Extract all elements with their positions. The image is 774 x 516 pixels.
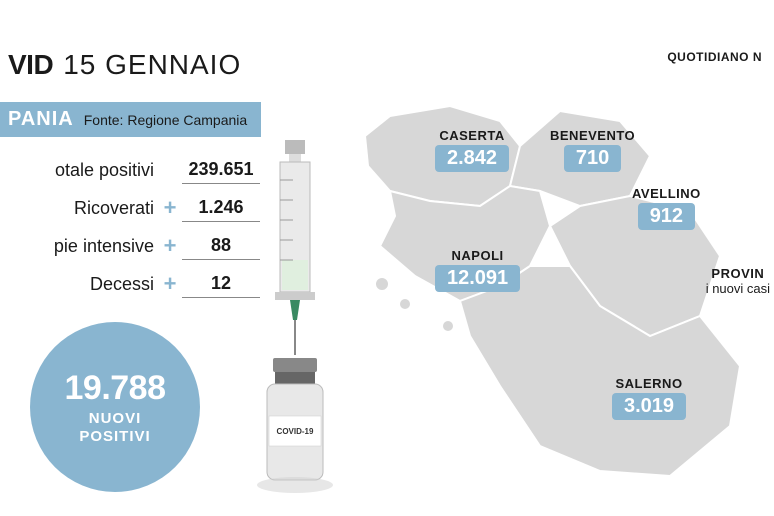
- stats-table: otale positivi + 239.651 Ricoverati + 1.…: [0, 154, 260, 306]
- provinces-side-label: PROVIN i nuovi casi: [706, 266, 770, 296]
- province-name: AVELLINO: [632, 186, 701, 201]
- province-value: 12.091: [435, 265, 520, 292]
- stat-row: Decessi + 12: [0, 268, 260, 300]
- svg-text:COVID-19: COVID-19: [277, 427, 314, 436]
- vaccine-icon: COVID-19: [245, 140, 345, 500]
- stat-row: otale positivi + 239.651: [0, 154, 260, 186]
- province-name: CASERTA: [435, 128, 509, 143]
- province-benevento: BENEVENTO 710: [550, 128, 635, 172]
- province-value: 710: [564, 145, 621, 172]
- stat-plus: +: [162, 233, 178, 259]
- province-name: BENEVENTO: [550, 128, 635, 143]
- stat-plus: +: [162, 195, 178, 221]
- brand-label: QUOTIDIANO N: [667, 50, 762, 64]
- stat-plus: +: [162, 271, 178, 297]
- subheader-bar: PANIA Fonte: Regione Campania: [0, 102, 261, 137]
- header-prefix: VID: [8, 49, 53, 81]
- stat-row: pie intensive + 88: [0, 230, 260, 262]
- stat-label: pie intensive: [0, 236, 162, 257]
- header-date: 15 GENNAIO: [63, 49, 241, 81]
- stat-label: otale positivi: [0, 160, 162, 181]
- stat-label: Ricoverati: [0, 198, 162, 219]
- province-name: SALERNO: [612, 376, 686, 391]
- side-label-sub: i nuovi casi: [706, 281, 770, 296]
- circle-label: NUOVI POSITIVI: [79, 410, 150, 445]
- province-value: 3.019: [612, 393, 686, 420]
- region-map: CASERTA 2.842 BENEVENTO 710 AVELLINO 912…: [350, 76, 774, 496]
- circle-number: 19.788: [65, 369, 166, 408]
- stat-label: Decessi: [0, 274, 162, 295]
- nuovi-positivi-circle: 19.788 NUOVI POSITIVI: [30, 322, 200, 492]
- stat-row: Ricoverati + 1.246: [0, 192, 260, 224]
- province-name: NAPOLI: [435, 248, 520, 263]
- province-value: 2.842: [435, 145, 509, 172]
- province-napoli: NAPOLI 12.091: [435, 248, 520, 292]
- source-label: Fonte: Regione Campania: [84, 112, 247, 128]
- side-label-title: PROVIN: [706, 266, 770, 281]
- region-name: PANIA: [8, 108, 74, 131]
- province-value: 912: [638, 203, 695, 230]
- province-caserta: CASERTA 2.842: [435, 128, 509, 172]
- province-salerno: SALERNO 3.019: [612, 376, 686, 420]
- province-avellino: AVELLINO 912: [632, 186, 701, 230]
